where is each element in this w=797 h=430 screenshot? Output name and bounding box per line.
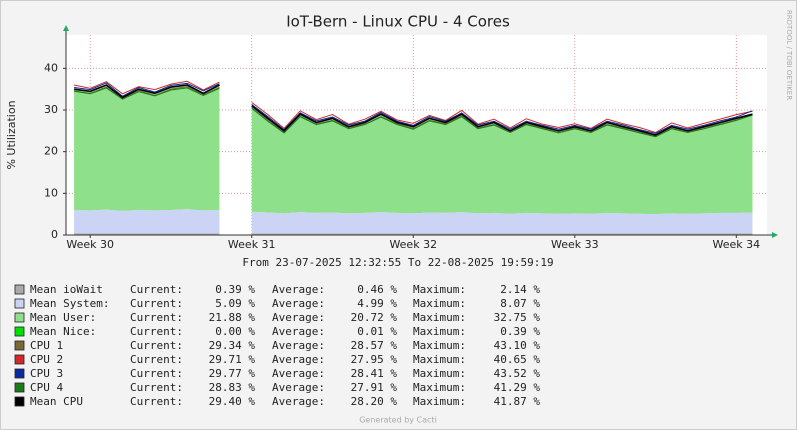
legend-swatch [14,340,25,351]
stat-value: 0.00 % [215,325,255,338]
legend-label: Mean ioWait [30,283,103,296]
stat-header: Average: [272,367,325,380]
stat-value: 0.39 % [500,325,540,338]
legend-label: CPU 1 [30,339,63,352]
stat-value: 29.71 % [209,353,256,366]
stat-header: Current: [130,325,183,338]
stat-header: Average: [272,283,325,296]
legend-swatch [14,368,25,379]
marks [73,80,753,235]
x-tick-label: Week 31 [228,238,276,251]
stat-header: Average: [272,381,325,394]
x-tick-label: Week 33 [551,238,599,251]
stat-header: Current: [130,297,183,310]
legend-label: CPU 4 [30,381,63,394]
stat-value: 8.07 % [500,297,540,310]
stat-value: 28.41 % [351,367,398,380]
stat-value: 28.83 % [209,381,256,394]
stat-header: Maximum: [413,297,466,310]
legend-swatch [14,382,25,393]
stat-value: 28.57 % [351,339,398,352]
stat-header: Current: [130,311,183,324]
stat-header: Maximum: [413,325,466,338]
stat-header: Current: [130,339,183,352]
stat-value: 32.75 % [494,311,541,324]
legend: Mean ioWait Current: 0.39 % Average: 0.46 % M… [14,283,541,408]
stat-header: Maximum: [413,395,466,408]
stat-value: 28.20 % [351,395,398,408]
legend-label: Mean Nice: [30,325,96,338]
stat-header: Current: [130,367,183,380]
stat-header: Maximum: [413,367,466,380]
stat-header: Current: [130,381,183,394]
stat-value: 20.72 % [351,311,398,324]
stat-value: 40.65 % [494,353,541,366]
legend-swatch [14,396,25,407]
line [73,80,753,134]
x-tick-label: Week 30 [66,238,114,251]
y-tick-label: 30 [44,103,58,116]
y-tick-label: 10 [44,186,58,199]
stat-value: 43.10 % [494,339,541,352]
y-arrow [63,25,69,31]
stat-header: Maximum: [413,283,466,296]
stat-value: 43.52 % [494,367,541,380]
stat-value: 41.87 % [494,395,541,408]
y-axis-label: % Utilization [5,100,18,169]
stat-header: Average: [272,339,325,352]
stat-value: 0.39 % [215,283,255,296]
y-tick-label: 40 [44,61,58,74]
legend-label: CPU 3 [30,367,63,380]
stat-header: Current: [130,395,183,408]
stat-value: 29.34 % [209,339,256,352]
stat-header: Maximum: [413,381,466,394]
x-tick-label: Week 34 [712,238,760,251]
legend-label: Mean System: [30,297,109,310]
line [74,82,753,134]
legend-label: CPU 2 [30,353,63,366]
chart-title: IoT-Bern - Linux CPU - 4 Cores [286,13,510,31]
stat-header: Maximum: [413,353,466,366]
stat-value: 27.91 % [351,381,398,394]
stat-value: 41.29 % [494,381,541,394]
stat-value: 5.09 % [215,297,255,310]
stat-value: 27.95 % [351,353,398,366]
area [74,209,753,234]
stat-value: 29.77 % [209,367,256,380]
footer: Generated by Cacti [359,416,437,425]
stat-header: Maximum: [413,339,466,352]
stat-value: 0.46 % [357,283,397,296]
stat-header: Average: [272,395,325,408]
area [74,85,753,215]
stat-header: Average: [272,311,325,324]
legend-label: Mean User: [30,311,96,324]
stat-value: 21.88 % [209,311,256,324]
stat-header: Average: [272,297,325,310]
stat-value: 2.14 % [500,283,540,296]
stat-header: Average: [272,325,325,338]
legend-label: Mean CPU [30,395,83,408]
legend-swatch [14,312,25,323]
legend-swatch [14,354,25,365]
stat-header: Current: [130,283,183,296]
x-arrow [772,232,778,238]
line [73,87,753,138]
subtitle: From 23-07-2025 12:32:55 To 22-08-2025 1… [242,256,553,269]
y-tick-label: 20 [44,145,58,158]
y-tick-label: 0 [51,228,58,241]
legend-swatch [14,284,25,295]
stat-value: 29.40 % [209,395,256,408]
legend-swatch [14,326,25,337]
stat-header: Average: [272,353,325,366]
line [73,84,753,136]
stat-value: 4.99 % [357,297,397,310]
stat-header: Current: [130,353,183,366]
stat-value: 0.01 % [357,325,397,338]
legend-swatch [14,298,25,309]
side-note: RRDTOOL / TOBI OETIKER [785,10,793,100]
axes [63,25,778,238]
x-tick-label: Week 32 [389,238,437,251]
stat-header: Maximum: [413,311,466,324]
